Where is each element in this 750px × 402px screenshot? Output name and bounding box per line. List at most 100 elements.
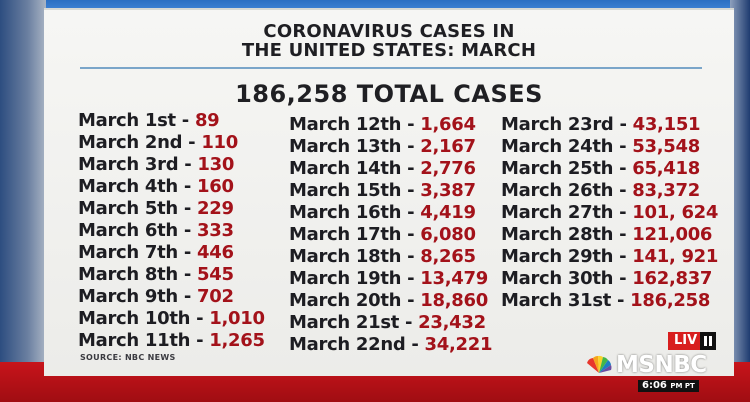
case-row: March 27th - 101, 624 xyxy=(501,202,718,224)
case-date: March 16th xyxy=(289,202,402,223)
source-credit: SOURCE: NBC NEWS xyxy=(80,353,176,362)
case-date: March 30th xyxy=(501,268,614,289)
case-row: March 11th - 1,265 xyxy=(78,330,265,352)
case-date: March 14th xyxy=(289,158,402,179)
case-separator: - xyxy=(401,158,421,179)
case-date: March 21st xyxy=(289,312,400,333)
case-date: March 11th xyxy=(78,330,191,351)
headline: CORONAVIRUS CASES IN THE UNITED STATES: … xyxy=(44,22,734,60)
case-date: March 5th xyxy=(78,198,178,219)
case-separator: - xyxy=(613,136,633,157)
case-separator: - xyxy=(613,180,633,201)
case-separator: - xyxy=(182,132,202,153)
case-date: March 31st xyxy=(501,290,612,311)
case-date: March 9th xyxy=(78,286,178,307)
case-separator: - xyxy=(613,158,633,179)
case-separator: - xyxy=(178,154,198,175)
case-row: March 21st - 23,432 xyxy=(289,312,492,334)
case-date: March 29th xyxy=(501,246,614,267)
network-bug: LIV MSNBC 6:06 PM PT xyxy=(584,330,724,392)
case-count: 333 xyxy=(197,220,234,241)
case-separator: - xyxy=(611,290,631,311)
case-date: March 7th xyxy=(78,242,178,263)
column-3: March 23rd - 43,151 March 24th - 53,548 Ma… xyxy=(501,114,718,312)
case-date: March 28th xyxy=(501,224,614,245)
case-date: March 22nd xyxy=(289,334,406,355)
case-count: 162,837 xyxy=(632,268,713,289)
case-row: March 14th - 2,776 xyxy=(289,158,492,180)
case-count: 43,151 xyxy=(632,114,701,135)
case-count: 2,167 xyxy=(420,136,476,157)
case-separator: - xyxy=(401,246,421,267)
case-date: March 3rd xyxy=(78,154,179,175)
case-count: 53,548 xyxy=(632,136,700,157)
column-2: March 12th - 1,664 March 13th - 2,167 Marc… xyxy=(289,114,493,356)
case-row: March 6th - 333 xyxy=(78,220,265,242)
case-row: March 9th - 702 xyxy=(78,286,265,308)
case-count: 18,860 xyxy=(420,290,488,311)
case-row: March 2nd - 110 xyxy=(78,132,265,154)
case-row: March 23rd - 43,151 xyxy=(501,114,718,136)
case-row: March 16th - 4,419 xyxy=(289,202,492,224)
case-row: March 26th - 83,372 xyxy=(501,180,718,202)
pause-icon xyxy=(700,332,717,350)
case-date: March 4th xyxy=(78,176,178,197)
case-count: 8,265 xyxy=(420,246,476,267)
case-count: 3,387 xyxy=(420,180,476,201)
column-1: March 1st - 89 March 2nd - 110 March 3rd -… xyxy=(78,110,265,352)
case-date: March 25th xyxy=(501,158,614,179)
case-row: March 12th - 1,664 xyxy=(289,114,492,136)
case-row: March 8th - 545 xyxy=(78,264,265,286)
case-date: March 27th xyxy=(501,202,614,223)
case-date: March 6th xyxy=(78,220,178,241)
case-row: March 18th - 8,265 xyxy=(289,246,492,268)
case-separator: - xyxy=(401,224,421,245)
case-date: March 12th xyxy=(289,114,402,135)
case-row: March 7th - 446 xyxy=(78,242,265,264)
case-separator: - xyxy=(177,264,198,285)
case-date: March 2nd xyxy=(78,132,183,153)
clock-time: 6:06 xyxy=(642,380,667,391)
live-indicator: LIV xyxy=(668,332,717,350)
case-date: March 10th xyxy=(78,308,191,329)
case-count: 23,432 xyxy=(418,312,486,333)
case-separator: - xyxy=(177,176,198,197)
network-name: MSNBC xyxy=(616,352,707,378)
case-row: March 22nd - 34,221 xyxy=(289,334,493,356)
case-count: 121,006 xyxy=(632,224,713,245)
case-count: 545 xyxy=(197,264,234,285)
case-row: March 24th - 53,548 xyxy=(501,136,718,158)
case-count: 141, 921 xyxy=(632,246,719,267)
network-logo: MSNBC xyxy=(584,352,707,378)
case-row: March 31st - 186,258 xyxy=(501,290,718,312)
case-row: March 4th - 160 xyxy=(78,176,265,198)
case-date: March 15th xyxy=(289,180,402,201)
case-date: March 1st xyxy=(78,110,176,131)
case-separator: - xyxy=(613,202,633,223)
case-count: 83,372 xyxy=(632,180,700,201)
case-separator: - xyxy=(190,330,210,351)
case-date: March 19th xyxy=(289,268,402,289)
case-count: 13,479 xyxy=(420,268,488,289)
case-separator: - xyxy=(177,198,198,219)
case-separator: - xyxy=(401,290,421,311)
case-row: March 19th - 13,479 xyxy=(289,268,492,290)
peacock-icon xyxy=(584,355,614,375)
case-row: March 30th - 162,837 xyxy=(501,268,718,290)
case-separator: - xyxy=(613,268,633,289)
headline-line-1: CORONAVIRUS CASES IN xyxy=(263,21,515,42)
case-row: March 28th - 121,006 xyxy=(501,224,718,246)
case-date: March 24th xyxy=(501,136,614,157)
case-count: 1,010 xyxy=(209,308,265,329)
case-row: March 20th - 18,860 xyxy=(289,290,492,312)
case-row: March 1st - 89 xyxy=(78,110,265,132)
case-count: 130 xyxy=(197,154,235,175)
case-count: 702 xyxy=(197,286,234,307)
clock: 6:06 PM PT xyxy=(638,380,699,392)
case-count: 446 xyxy=(197,242,234,263)
case-separator: - xyxy=(613,114,633,135)
headline-line-2: THE UNITED STATES: MARCH xyxy=(241,40,537,61)
case-date: March 17th xyxy=(289,224,402,245)
case-count: 110 xyxy=(201,132,239,153)
case-separator: - xyxy=(401,202,421,223)
